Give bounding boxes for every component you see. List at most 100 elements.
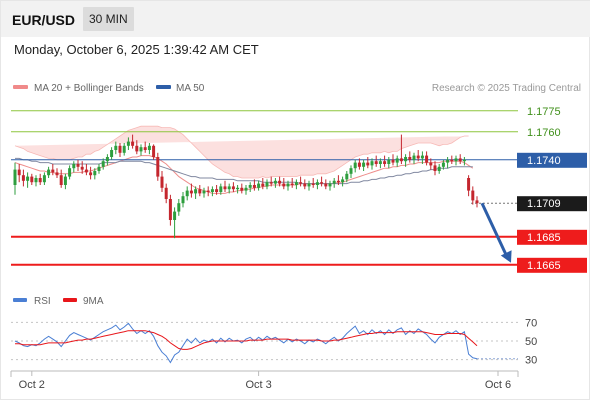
candle-body xyxy=(143,147,147,150)
level-badge-1-1740 xyxy=(517,152,587,168)
candle-body xyxy=(450,159,454,162)
symbol-label: EUR/USD xyxy=(12,12,76,28)
candle-body xyxy=(408,157,412,160)
candle-body xyxy=(17,169,21,176)
candle-body xyxy=(236,187,240,190)
projection-arrow xyxy=(480,202,512,263)
main-legend: MA 20 + Bollinger Bands MA 50 Research ©… xyxy=(13,83,581,94)
candle-body xyxy=(59,175,63,185)
candle-body xyxy=(425,155,429,163)
candle-body xyxy=(227,186,231,190)
candle-body xyxy=(231,186,235,190)
level-labels: 1.1775 1.1760 1.1740 1.1709 1.1685 1.1665 xyxy=(517,106,587,273)
interval-button[interactable]: 30 MIN xyxy=(83,7,134,31)
candle-body xyxy=(114,145,118,150)
candle-body xyxy=(42,175,46,183)
level-label-1-1709: 1.1709 xyxy=(527,198,561,210)
candle-body xyxy=(26,176,30,181)
candle-body xyxy=(131,141,135,146)
candle-body xyxy=(248,185,252,188)
candle-body xyxy=(458,158,462,162)
candle-body xyxy=(30,176,34,183)
candle-body xyxy=(118,145,122,153)
candle-body xyxy=(97,166,101,171)
bollinger-upper xyxy=(14,125,469,179)
candle-body xyxy=(185,190,189,197)
candle-body xyxy=(412,155,416,160)
candle-body xyxy=(324,183,328,187)
candle-body xyxy=(294,182,298,185)
ma50-legend-label: MA 50 xyxy=(176,83,205,94)
candle-body xyxy=(433,165,437,171)
chart-header: EUR/USD 30 MIN xyxy=(1,1,590,37)
candle-body xyxy=(437,166,441,171)
candle-body xyxy=(374,161,378,164)
rsi-tick-70: 70 xyxy=(525,317,537,329)
candle-body xyxy=(206,190,210,192)
candle-body xyxy=(219,186,223,192)
candle-body xyxy=(160,176,164,188)
candle-body xyxy=(383,161,387,164)
candle-body xyxy=(152,145,156,157)
candle-body xyxy=(429,162,433,166)
candle-body xyxy=(257,183,261,188)
level-label-1-1685: 1.1685 xyxy=(527,232,561,244)
candle-body xyxy=(101,161,105,167)
bollinger-band-fill xyxy=(15,126,469,178)
candle-body xyxy=(378,161,382,164)
candle-body xyxy=(244,187,248,191)
candle-body xyxy=(164,187,168,199)
candle-body xyxy=(399,158,403,162)
candle-body xyxy=(475,200,479,204)
projection-arrow-head xyxy=(500,250,512,263)
candle-body xyxy=(34,178,38,183)
time-tick-label: Oct 3 xyxy=(245,379,271,391)
rsi-legend: RSI 9MA xyxy=(13,296,104,307)
ma20-line xyxy=(14,155,474,194)
ma50-legend-swatch xyxy=(156,85,171,89)
candle-body xyxy=(55,172,59,176)
candle-body xyxy=(168,199,172,220)
ma20-legend-label: MA 20 + Bollinger Bands xyxy=(34,83,144,94)
candle-body xyxy=(441,162,445,167)
rsi-ma-line xyxy=(15,330,478,350)
projection-arrow-shaft xyxy=(480,202,509,258)
copyright-text: Research © 2025 Trading Central xyxy=(432,83,581,94)
candle-body xyxy=(273,180,277,184)
candles xyxy=(13,134,479,239)
level-lines xyxy=(11,110,587,266)
candle-body xyxy=(320,182,324,184)
candle-body xyxy=(105,157,109,162)
candle-body xyxy=(462,159,466,162)
candle-body xyxy=(13,169,17,185)
candle-body xyxy=(51,169,55,173)
candle-body xyxy=(89,172,93,176)
candle-body xyxy=(194,189,198,194)
candle-body xyxy=(93,171,97,176)
candle-body xyxy=(21,175,25,181)
candle-body xyxy=(252,185,256,188)
ma20-legend-swatch xyxy=(13,85,28,89)
candle-body xyxy=(181,196,185,204)
level-badge-1-1685 xyxy=(517,229,587,245)
candle-body xyxy=(345,173,349,180)
rsi-tick-50: 50 xyxy=(525,336,537,348)
candle-body xyxy=(126,141,130,146)
candle-body xyxy=(278,180,282,184)
candle-body xyxy=(173,211,177,220)
candle-body xyxy=(198,189,202,194)
rsi-legend-label: RSI xyxy=(34,296,51,307)
rsi-line xyxy=(14,322,478,364)
bollinger-band xyxy=(14,125,469,179)
time-axis-ticks: Oct 2 Oct 3 Oct 6 xyxy=(19,371,511,391)
rsi-grid: 70 50 30 xyxy=(11,317,537,367)
candle-body xyxy=(420,155,424,159)
candle-body xyxy=(147,145,151,150)
level-label-1-1665: 1.1665 xyxy=(527,260,561,272)
rsi-ma-legend-swatch xyxy=(63,298,77,302)
level-label-1-1740: 1.1740 xyxy=(527,155,561,167)
level-badge-1-1709 xyxy=(517,196,587,212)
candle-body xyxy=(269,182,273,184)
candle-body xyxy=(38,178,42,183)
